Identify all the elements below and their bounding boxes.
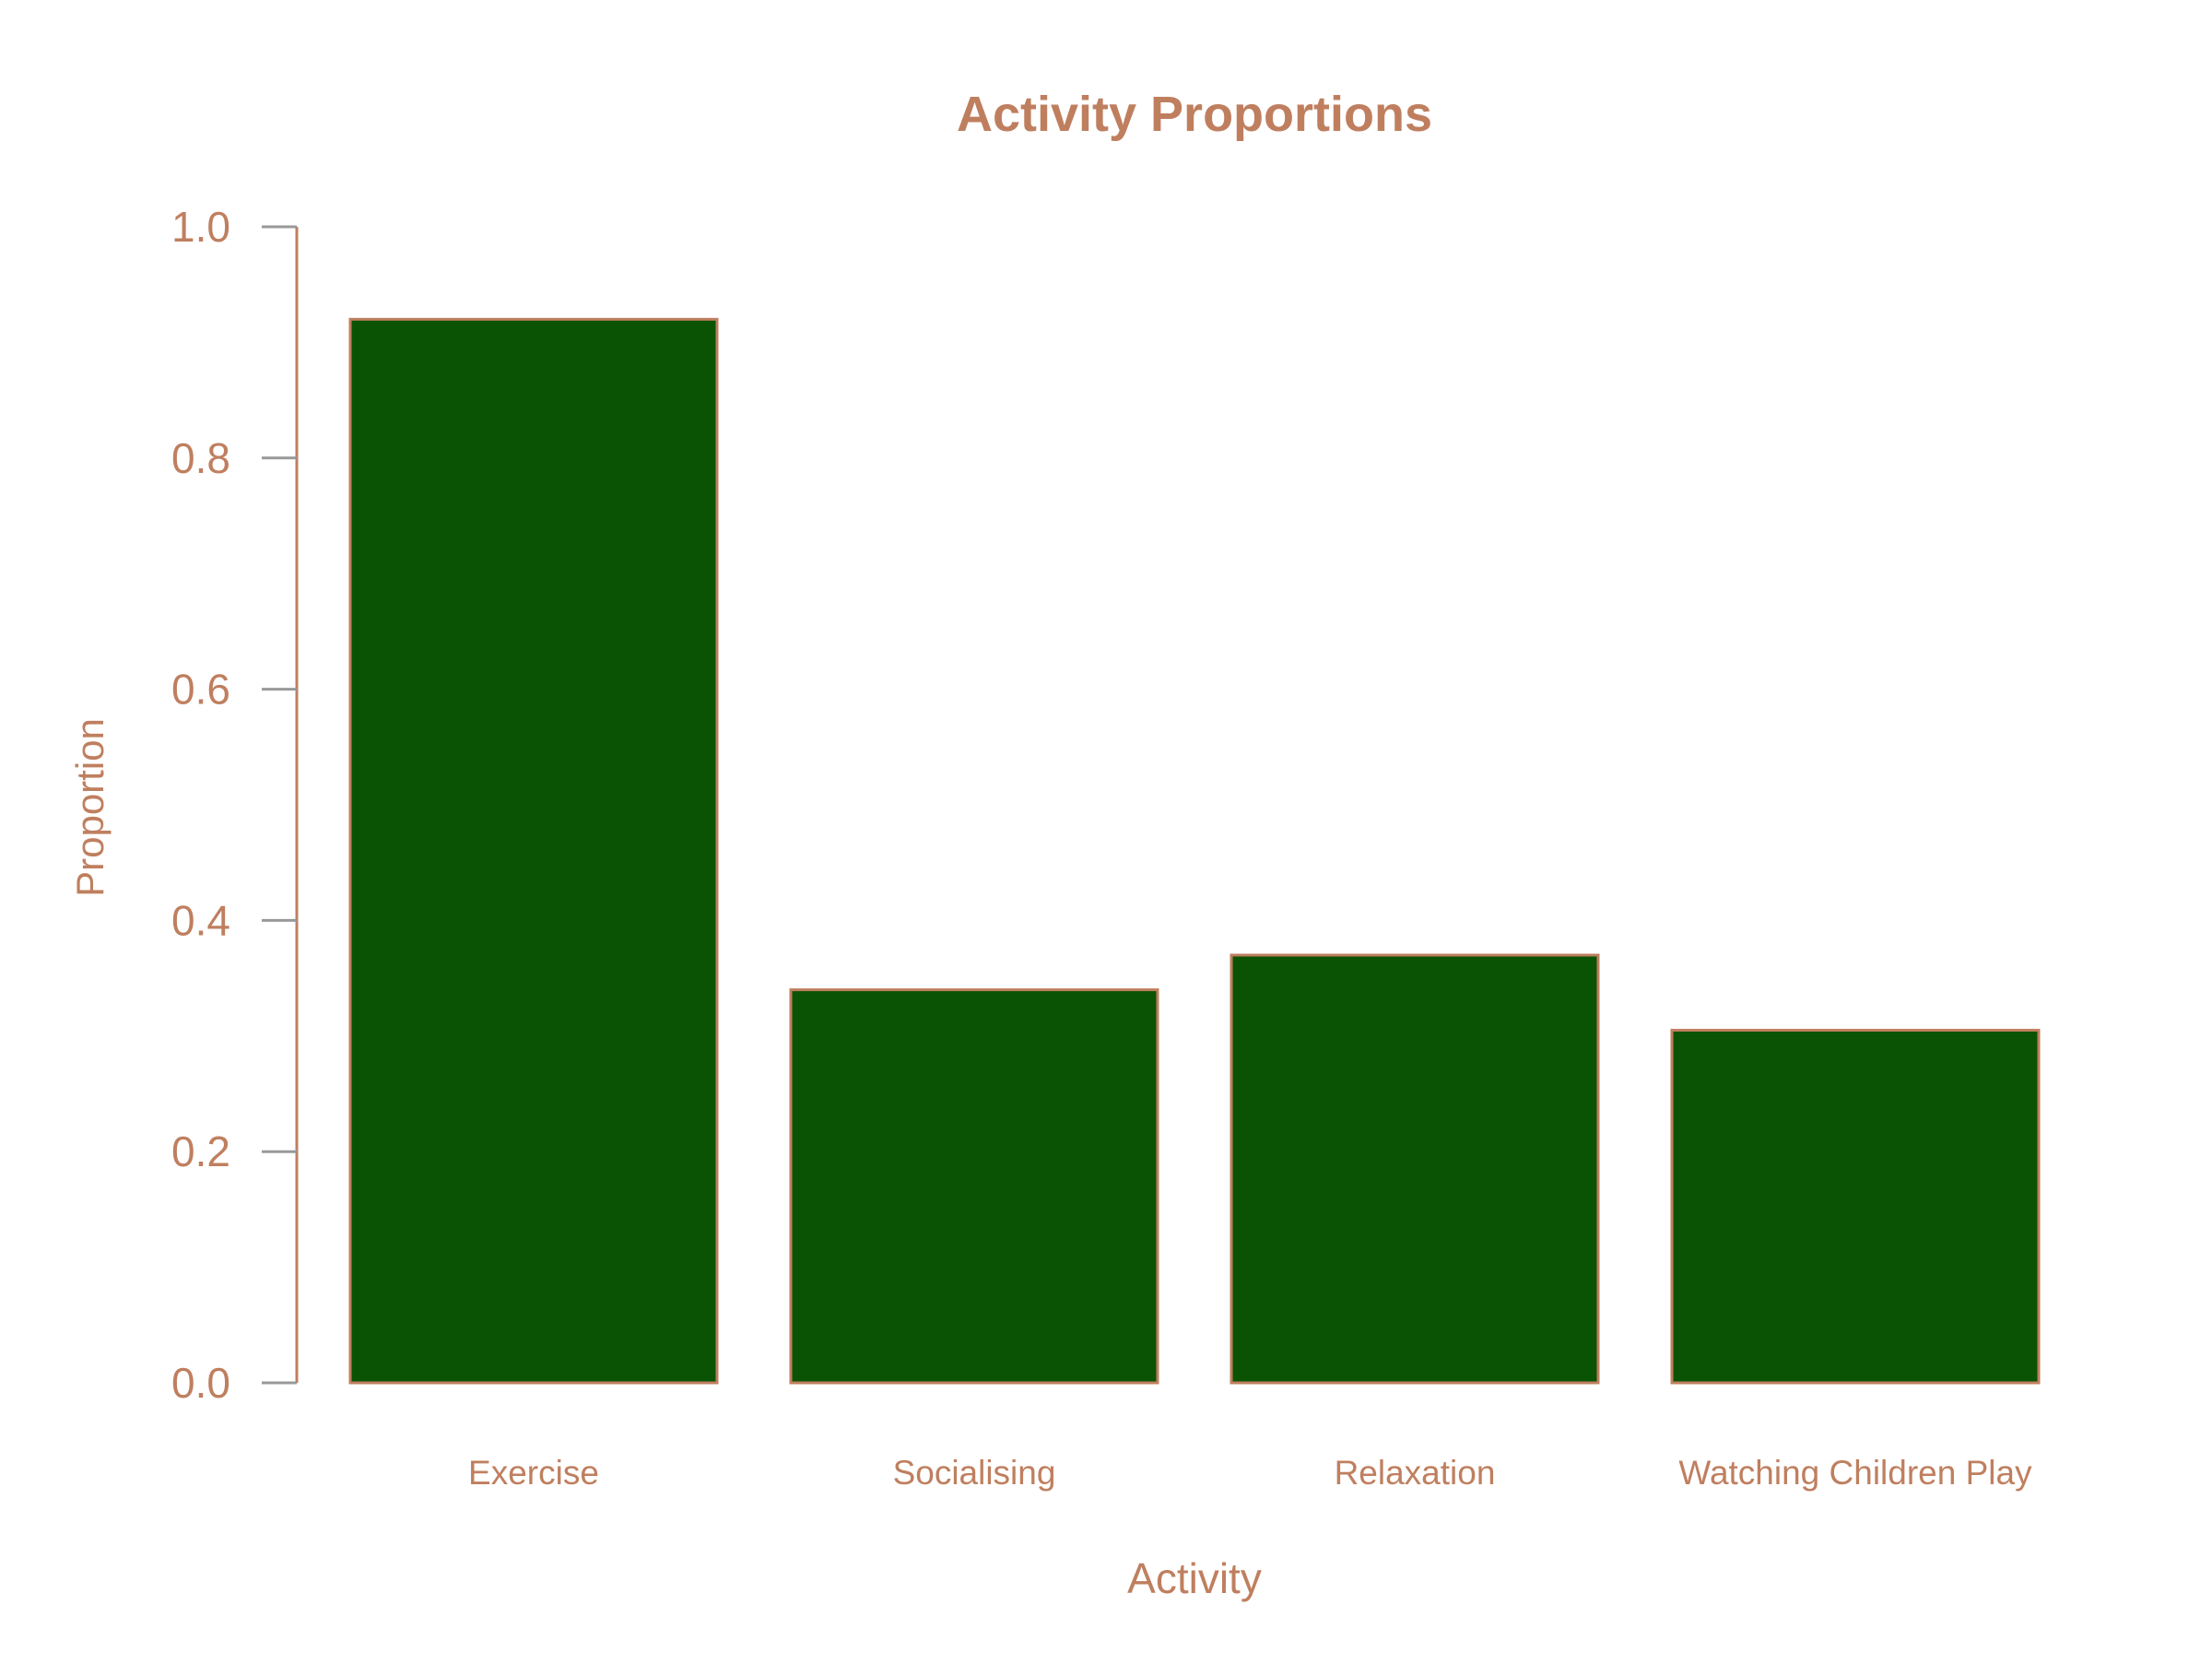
- bars-group: [348, 317, 2041, 1385]
- y-tick-label: 1.0: [171, 203, 230, 251]
- x-tick-label: Relaxation: [1335, 1454, 1496, 1492]
- y-tick-label: 0.4: [171, 896, 230, 944]
- y-axis-ticks: 0.0 0.2 0.4 0.6 0.8 1.0: [171, 203, 297, 1407]
- y-axis-label: Proportion: [68, 718, 112, 897]
- chart-title: Activity Proportions: [957, 87, 1432, 142]
- x-tick-label: Exercise: [468, 1454, 599, 1492]
- y-tick-label: 0.8: [171, 434, 230, 482]
- bar-socialising: [789, 988, 1159, 1385]
- y-tick-label: 0.6: [171, 666, 230, 714]
- bar-exercise: [348, 317, 719, 1385]
- y-tick-label: 0.2: [171, 1127, 230, 1175]
- bar-relaxation: [1230, 953, 1600, 1385]
- bar-watching-children-play: [1670, 1029, 2041, 1385]
- y-tick-label: 0.0: [171, 1359, 230, 1407]
- x-axis-label: Activity: [1127, 1554, 1262, 1602]
- x-tick-label: Socialising: [893, 1454, 1056, 1492]
- x-tick-label: Watching Children Play: [1678, 1454, 2032, 1492]
- x-axis-tick-labels: Exercise Socialising Relaxation Watching Ch…: [468, 1454, 2032, 1492]
